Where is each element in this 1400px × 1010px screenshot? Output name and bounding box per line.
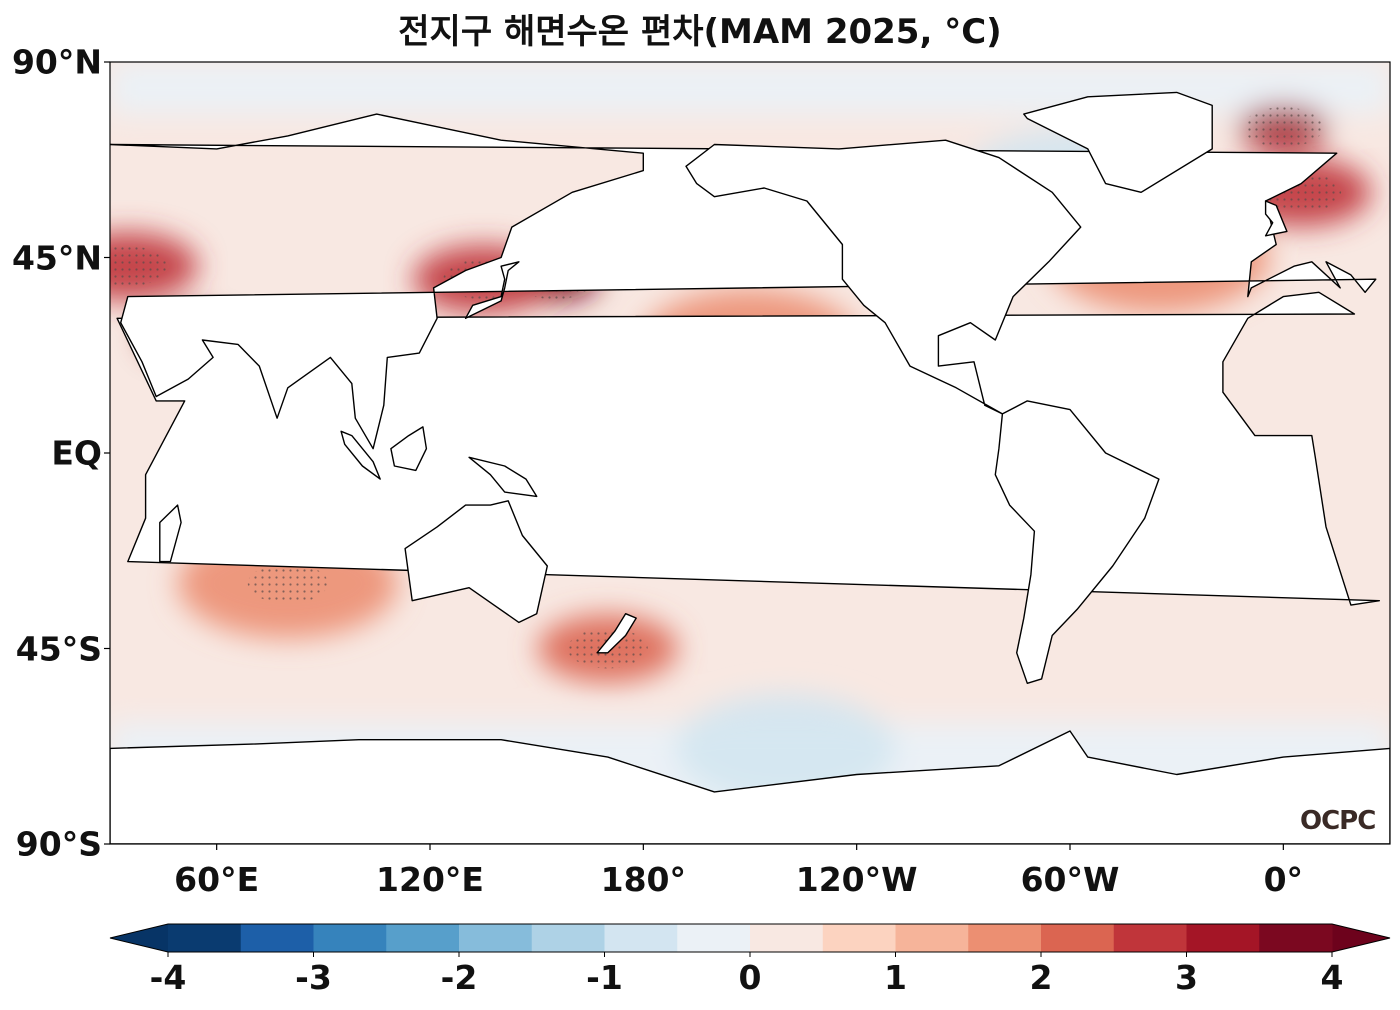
stipple-patch-4 (110, 246, 168, 287)
land-new-zealand (596, 613, 637, 654)
colorbar-extend-high (1332, 924, 1390, 952)
colorbar-segment (1186, 924, 1260, 952)
land-antarctica (110, 730, 1390, 844)
map-title: 전지구 해면수온 편차(MAM 2025, °C) (398, 12, 1002, 52)
lon-label: 180° (600, 860, 687, 899)
land-borneo (390, 426, 428, 472)
colorbar-tick-label: -3 (295, 958, 332, 997)
land-madagascar (159, 504, 182, 563)
colorbar-tick-label: 3 (1175, 958, 1198, 997)
colorbar-segment (677, 924, 751, 952)
colorbar-segment (1041, 924, 1115, 952)
colorbar-segment (168, 924, 242, 952)
colorbar-segment (240, 924, 314, 952)
land-south-america (994, 400, 1160, 684)
lat-label: 90°S (15, 824, 102, 864)
land-britain (1264, 200, 1288, 237)
colorbar-segment (604, 924, 678, 952)
colorbar-segment (459, 924, 533, 952)
colorbar-segment (531, 924, 605, 952)
ocpc-logo: OCPC (1300, 806, 1376, 836)
colorbar-tick-label: 2 (1029, 958, 1053, 997)
lon-label: 60°W (1020, 860, 1120, 899)
colorbar-segment (1259, 924, 1333, 952)
colorbar-segment (750, 924, 824, 952)
land-new-guinea (468, 456, 538, 498)
land-greenland (1023, 91, 1213, 194)
colorbar-tick-label: -4 (149, 958, 187, 997)
lon-label: 60°E (174, 860, 260, 899)
land-north-america (685, 139, 1082, 415)
land-masses (110, 91, 1390, 844)
colorbar-tick-label: -1 (586, 958, 623, 997)
colorbar-segment (1113, 924, 1187, 952)
colorbar-segment (313, 924, 387, 952)
lat-label: 45°S (15, 629, 102, 668)
lat-label: 90°N (11, 42, 102, 82)
colorbar-segment (386, 924, 460, 952)
lat-label: 45°N (11, 238, 102, 277)
land-eurasia (110, 113, 1377, 450)
land-australia (404, 500, 548, 624)
axis-ticks (104, 61, 1284, 850)
lon-label: 120°E (376, 860, 484, 899)
colorbar-segment (895, 924, 969, 952)
colorbar (109, 923, 1391, 957)
lon-label: 120°W (795, 860, 918, 899)
land-sumatra (340, 430, 381, 480)
stipple-patch-10 (1243, 107, 1324, 148)
lat-label: EQ (51, 433, 102, 473)
colorbar-segment (822, 924, 896, 952)
stipple-patch-7 (247, 563, 328, 604)
colorbar-tick-label: -2 (440, 958, 478, 997)
land-japan (464, 261, 520, 319)
colorbar-segment (968, 924, 1042, 952)
colorbar-tick-label: 4 (1320, 958, 1344, 997)
lon-label: 0° (1263, 860, 1304, 899)
colorbar-extend-low (110, 924, 168, 952)
colorbar-tick-label: 0 (738, 958, 762, 997)
colorbar-tick-label: 1 (884, 958, 907, 997)
